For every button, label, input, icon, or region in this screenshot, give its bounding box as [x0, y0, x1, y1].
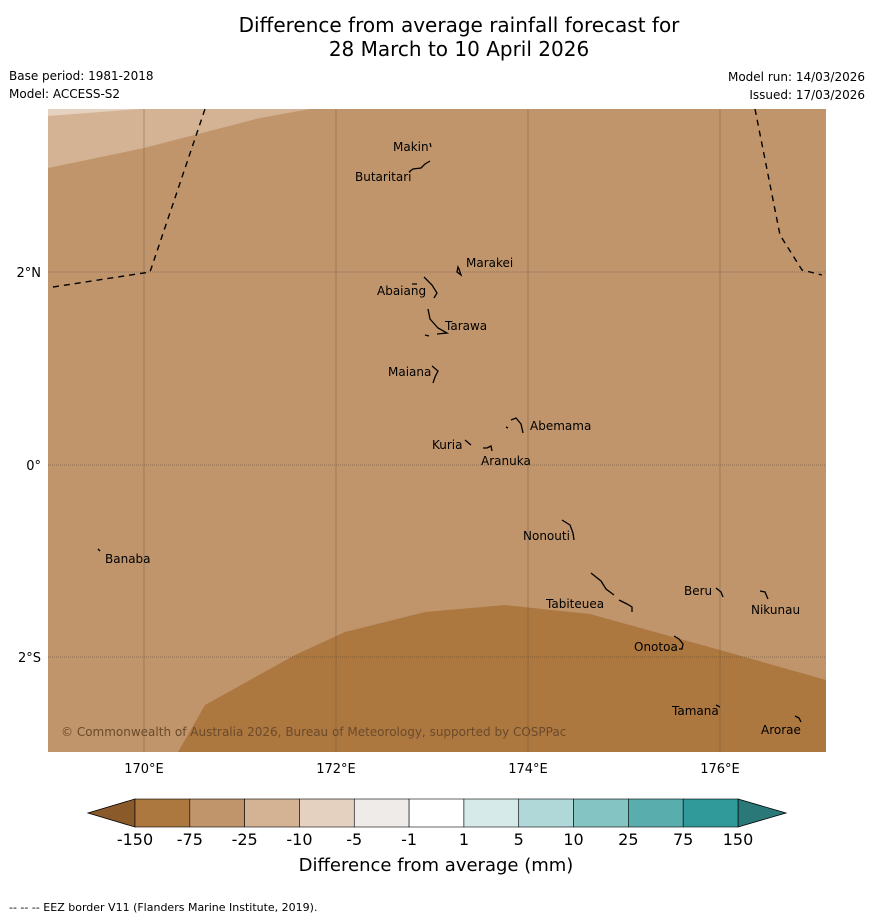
island-label-kuria: Kuria — [432, 438, 463, 452]
island-label-marakei: Marakei — [466, 256, 513, 270]
island-label-beru: Beru — [684, 584, 712, 598]
island-label-butaritari: Butaritari — [355, 170, 412, 184]
colorbar-segment — [244, 798, 300, 828]
island-label-tarawa: Tarawa — [444, 319, 487, 333]
island-label-abaiang: Abaiang — [377, 284, 426, 298]
lon-tick-174: 174°E — [508, 762, 548, 777]
gridlines — [48, 109, 826, 752]
title-line-2: 28 March to 10 April 2026 — [329, 37, 589, 61]
colorbar-segment — [299, 798, 355, 828]
colorbar-label: -5 — [346, 830, 362, 849]
eez-border-west — [52, 109, 206, 288]
colorbar: -150 -75 -25 -10 -5 -1 1 5 10 25 75 150 — [86, 798, 788, 849]
colorbar-segment — [353, 798, 410, 828]
eez-footnote: -- -- -- EEZ border V11 (Flanders Marine… — [9, 901, 317, 914]
colorbar-label: -10 — [286, 830, 312, 849]
colorbar-label: 10 — [563, 830, 583, 849]
island-label-onotoa: Onotoa — [634, 640, 678, 654]
colorbar-label: 150 — [723, 830, 754, 849]
colorbar-label: -150 — [117, 830, 153, 849]
island-label-tabiteuea: Tabiteuea — [545, 597, 604, 611]
colorbar-label: 25 — [618, 830, 638, 849]
axis-ticks: 170°E 172°E 174°E 176°E 2°N 0° 2°S — [17, 266, 740, 777]
map-area: Makin Butaritari Marakei Abaiang Tarawa … — [48, 109, 826, 752]
colorbar-segment — [682, 798, 739, 828]
island-label-tamana: Tamana — [671, 704, 719, 718]
region-minus10-minus5 — [48, 109, 140, 116]
colorbar-label: 75 — [673, 830, 693, 849]
colorbar-under-arrow — [86, 798, 136, 828]
base-period: Base period: 1981-2018 — [9, 69, 154, 83]
island-label-maiana: Maiana — [388, 365, 431, 379]
colorbar-segment — [408, 798, 465, 828]
island-label-aranuka: Aranuka — [481, 454, 531, 468]
title-line-1: Difference from average rainfall forecas… — [239, 13, 681, 37]
copyright-notice: © Commonwealth of Australia 2026, Bureau… — [61, 725, 566, 739]
eez-border-east — [754, 109, 823, 276]
island-label-arorae: Arorae — [761, 723, 801, 737]
island-labels: Makin Butaritari Marakei Abaiang Tarawa … — [105, 140, 801, 737]
lon-tick-176: 176°E — [700, 762, 740, 777]
colorbar-segment — [518, 798, 574, 828]
colorbar-label: -25 — [232, 830, 258, 849]
colorbar-label: -75 — [177, 830, 203, 849]
colorbar-segment — [189, 798, 245, 828]
region-minus25-minus10 — [48, 109, 310, 168]
lon-tick-172: 172°E — [316, 762, 356, 777]
colorbar-title: Difference from average (mm) — [299, 855, 574, 876]
lat-tick-0: 0° — [26, 459, 41, 474]
colorbar-segment — [628, 798, 684, 828]
island-label-nikunau: Nikunau — [751, 603, 800, 617]
lat-tick-2s: 2°S — [18, 651, 41, 666]
lat-tick-2n: 2°N — [17, 266, 42, 281]
colorbar-segment — [134, 798, 191, 828]
colorbar-over-arrow — [737, 798, 788, 828]
region-minus150-minus75 — [178, 605, 826, 752]
island-label-abemama: Abemama — [530, 419, 591, 433]
lon-tick-170: 170°E — [124, 762, 164, 777]
island-label-nonouti: Nonouti — [523, 529, 570, 543]
colorbar-label: 5 — [514, 830, 524, 849]
colorbar-segment — [573, 798, 629, 828]
island-coastlines — [97, 142, 802, 723]
island-label-banaba: Banaba — [105, 552, 151, 566]
model-run: Model run: 14/03/2026 — [728, 70, 865, 84]
island-label-makin: Makin — [393, 140, 429, 154]
issued-date: Issued: 17/03/2026 — [749, 88, 865, 102]
colorbar-label: -1 — [401, 830, 417, 849]
colorbar-label: 1 — [459, 830, 469, 849]
colorbar-segment — [463, 798, 520, 828]
model-name: Model: ACCESS-S2 — [9, 87, 120, 101]
